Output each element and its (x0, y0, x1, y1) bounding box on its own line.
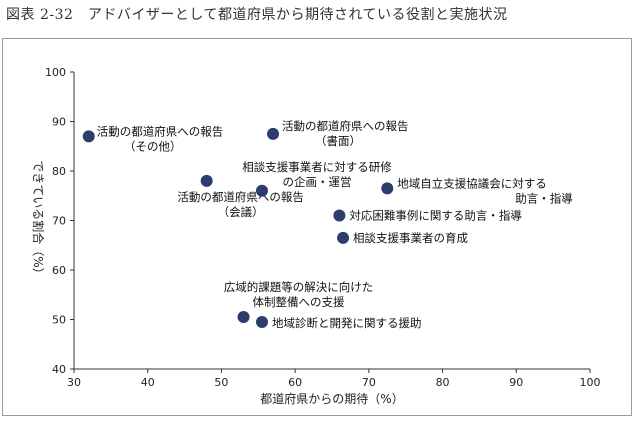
data-points: 活動の都道府県への報告（その他）活動の都道府県への報告（書面）活動の都道府県への… (82, 119, 573, 330)
chart-panel (2, 38, 632, 416)
data-point-label: 対応困難事例に関する助言・指導 (349, 209, 522, 223)
x-axis-title: 都道府県からの期待（%） (260, 391, 403, 406)
x-tick-label: 100 (580, 376, 601, 389)
y-tick-label: 90 (52, 116, 66, 129)
x-tick-label: 80 (436, 376, 450, 389)
figure-title: 図表 2-32 アドバイザーとして都道府県から期待されている役割と実施状況 (6, 7, 508, 23)
data-point-label: （その他） (124, 139, 182, 153)
data-point-label: 地域診断と開発に関する援助 (272, 316, 422, 330)
x-tick-label: 70 (362, 376, 376, 389)
data-point-label: 活動の都道府県への報告 (97, 124, 224, 138)
data-point-label: 助言・指導 (515, 191, 573, 205)
data-point-label: 相談支援事業者の育成 (353, 231, 468, 245)
data-point-label: （書面） (315, 134, 361, 148)
data-point-label: （会議） (218, 205, 264, 219)
y-tick-label: 60 (52, 264, 66, 277)
data-point-marker (337, 231, 350, 244)
data-point-label: 活動の都道府県への報告 (177, 190, 304, 204)
y-tick-label: 50 (52, 314, 66, 327)
data-point-marker (267, 127, 280, 140)
y-tick-label: 80 (52, 165, 66, 178)
data-point-label: 広域的課題等の解決に向けた (224, 280, 374, 294)
data-point-label: の企画・運営 (282, 175, 351, 189)
y-tick-label: 40 (52, 363, 66, 376)
y-tick-label: 70 (52, 215, 66, 228)
y-axis-title: できている割合（%） (31, 160, 46, 279)
x-tick-label: 30 (67, 376, 81, 389)
x-tick-label: 50 (214, 376, 228, 389)
data-point-marker (255, 184, 268, 197)
data-point-label: 体制整備への支援 (253, 295, 345, 309)
data-point-marker (381, 182, 394, 195)
y-tick-label: 100 (45, 66, 66, 79)
x-tick-label: 40 (141, 376, 155, 389)
data-point-label: 地域自立支援協議会に対する (397, 176, 547, 190)
data-point-marker (82, 130, 95, 143)
data-point-label: 活動の都道府県への報告 (282, 119, 409, 133)
data-point-marker (200, 174, 213, 187)
x-tick-label: 90 (509, 376, 523, 389)
x-tick-label: 60 (288, 376, 302, 389)
data-point-marker (237, 311, 250, 324)
data-point-marker (255, 315, 268, 328)
data-point-label: 相談支援事業者に対する研修 (242, 160, 392, 174)
data-point-marker (333, 209, 346, 222)
